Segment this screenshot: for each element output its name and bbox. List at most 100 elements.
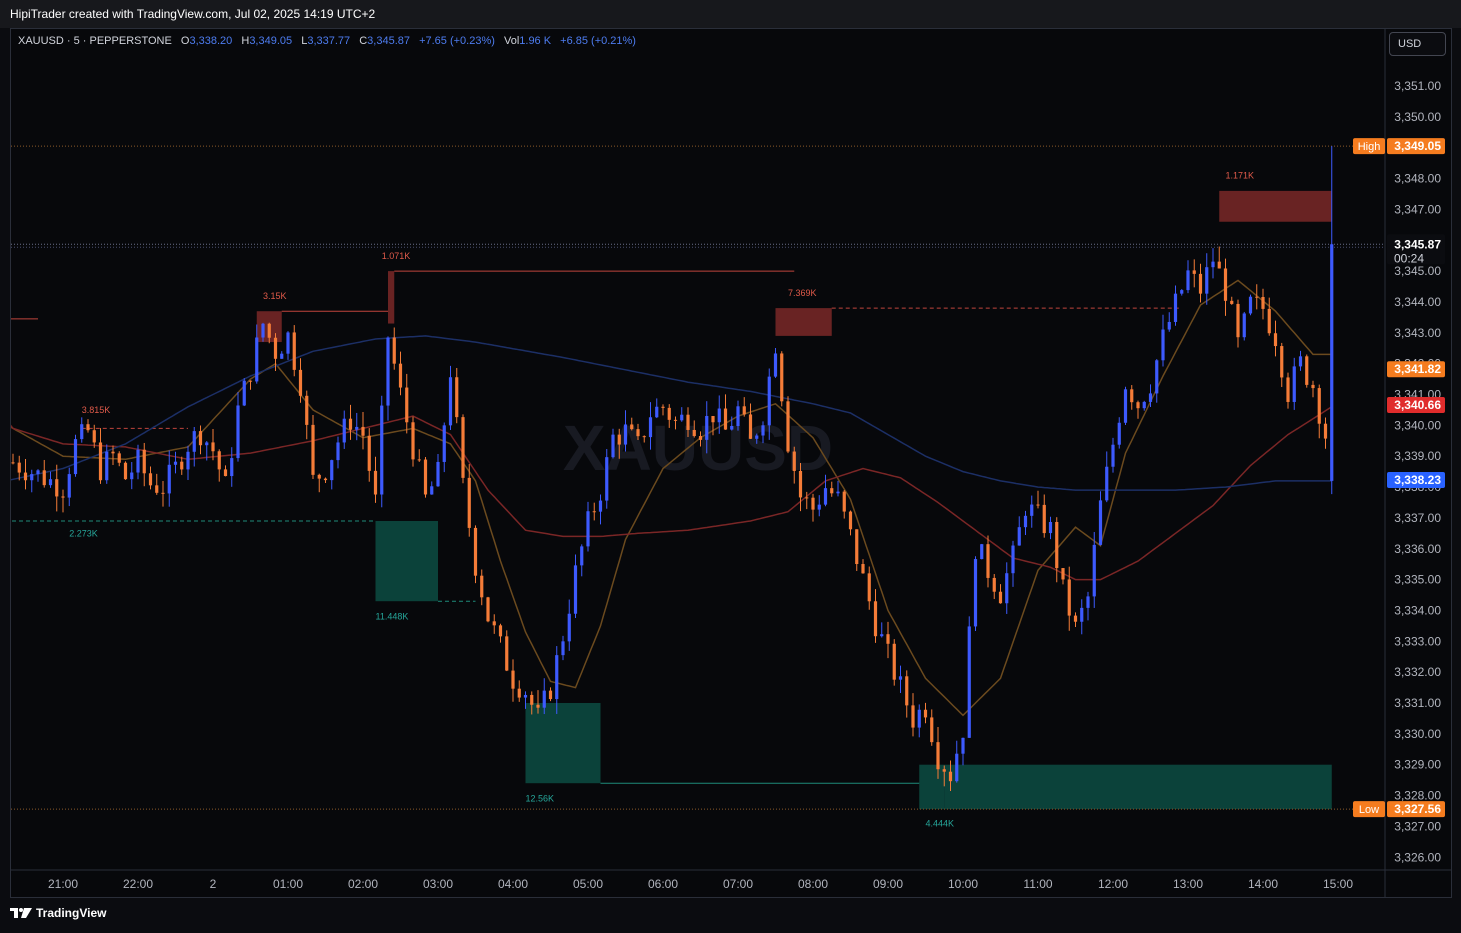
- candle-body: [1192, 270, 1196, 274]
- candle-body: [748, 414, 753, 439]
- candle-body: [461, 417, 465, 478]
- time-axis-tick-label: 09:00: [873, 877, 903, 891]
- candle-body: [211, 442, 215, 452]
- candle-body: [280, 353, 284, 359]
- demand-zone: [919, 764, 945, 810]
- time-axis-tick-label: 11:00: [1023, 877, 1052, 891]
- candle-body: [1236, 303, 1240, 338]
- candle-body: [498, 625, 503, 637]
- candle-body: [130, 472, 134, 480]
- candle-body: [1298, 356, 1303, 367]
- candle-body: [430, 486, 434, 495]
- candle-body: [723, 408, 728, 430]
- chart-frame[interactable]: [10, 28, 1452, 898]
- candle-body: [230, 458, 234, 477]
- supply-zone: [388, 271, 395, 324]
- candle-body: [492, 621, 496, 626]
- candle-body: [1267, 308, 1271, 334]
- price-axis-tick-label: 3,332.00: [1394, 665, 1441, 679]
- candle-body: [1186, 270, 1190, 291]
- supply-zone: [1219, 190, 1332, 222]
- candle-body: [367, 435, 371, 471]
- price-axis-tick-label: 3,347.00: [1394, 202, 1441, 216]
- level-name-tag: High: [1358, 141, 1381, 153]
- candle-body: [1011, 545, 1015, 574]
- time-axis-tick-label: 02:00: [348, 877, 378, 891]
- candle-body: [155, 485, 159, 493]
- candle-body: [323, 478, 328, 481]
- candle-body: [630, 424, 634, 430]
- bar-countdown: 00:24: [1394, 251, 1424, 265]
- price-tag-bg: [1387, 471, 1445, 488]
- time-axis-tick-label: 05:00: [573, 877, 603, 891]
- candle-body: [780, 353, 784, 402]
- candle-body: [1286, 377, 1290, 402]
- candle-body: [73, 439, 78, 475]
- candle-body: [911, 705, 915, 728]
- candle-body: [655, 406, 659, 418]
- legend-vol: 1.96 K: [519, 35, 552, 47]
- candle-body: [873, 601, 878, 637]
- candle-body: [442, 425, 446, 462]
- candle-body: [1111, 444, 1115, 467]
- candle-body: [805, 497, 809, 499]
- candle-body: [1280, 346, 1284, 378]
- time-axis-tick-label: 2: [210, 877, 217, 891]
- candle-body: [898, 676, 903, 680]
- candle-body: [1223, 268, 1228, 301]
- candle-body: [242, 380, 246, 406]
- candle-body: [692, 429, 696, 437]
- candle-body: [411, 422, 415, 460]
- currency-button[interactable]: USD: [1389, 32, 1446, 56]
- legend-symbol[interactable]: XAUUSD · 5 · PEPPERSTONE: [18, 35, 172, 47]
- supply-zone-volume-label: 7.369K: [788, 288, 817, 298]
- candle-body: [342, 418, 346, 443]
- candle-body: [930, 717, 934, 743]
- candle-body: [786, 401, 790, 452]
- candle-body: [592, 511, 596, 513]
- candle-body: [348, 418, 353, 430]
- supply-zone-volume-label: 1.171K: [1226, 171, 1255, 181]
- candle-body: [892, 643, 896, 680]
- candle-body: [992, 577, 996, 592]
- demand-zone: [525, 703, 601, 784]
- candle-body: [761, 425, 765, 436]
- candle-body: [1211, 261, 1215, 268]
- candle-body: [1130, 389, 1134, 403]
- candle-body: [111, 451, 115, 454]
- candle-body: [486, 597, 490, 622]
- candle-body: [598, 500, 603, 512]
- candle-body: [717, 408, 721, 423]
- candle-body: [1036, 504, 1040, 506]
- candle-body: [405, 387, 409, 423]
- candle-body: [842, 491, 846, 512]
- candle-body: [955, 753, 959, 782]
- legend-high: 3,349.05: [249, 35, 293, 47]
- price-axis-tick-label: 3,348.00: [1394, 172, 1441, 186]
- candle-body: [1273, 333, 1278, 347]
- candle-body: [736, 406, 740, 427]
- price-axis-tick-label: 3,327.00: [1394, 819, 1441, 833]
- candle-body: [1098, 500, 1103, 545]
- candle-body: [1305, 356, 1309, 385]
- candle-body: [580, 546, 584, 566]
- current-price-tag: 3,345.87: [1394, 237, 1441, 251]
- level-name-tag-bg: [1353, 801, 1385, 818]
- supply-zone-volume-label: 1.071K: [382, 251, 411, 261]
- candle-body: [648, 417, 653, 438]
- legend-close: 3,345.87: [367, 35, 410, 47]
- candle-body: [86, 424, 90, 431]
- candle-body: [217, 451, 221, 470]
- candle-body: [186, 451, 190, 470]
- candle-body: [605, 457, 609, 501]
- candle-body: [236, 405, 240, 459]
- candle-body: [330, 460, 334, 481]
- candle-body: [1161, 329, 1165, 361]
- candle-body: [192, 431, 196, 452]
- candle-body: [1167, 321, 1171, 330]
- candle-body: [55, 479, 59, 497]
- candle-body: [586, 511, 590, 547]
- candle-body: [867, 573, 871, 602]
- candle-body: [923, 709, 928, 718]
